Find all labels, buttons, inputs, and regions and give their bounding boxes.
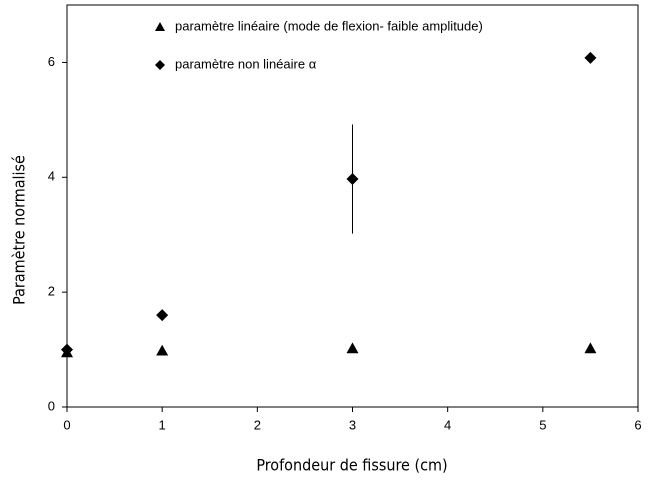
point	[346, 342, 359, 354]
x-tick-label: 5	[539, 417, 546, 432]
x-tick-label: 0	[63, 417, 70, 432]
x-tick-label: 4	[444, 417, 451, 432]
x-tick-label: 6	[634, 417, 641, 432]
x-tick-label: 1	[159, 417, 166, 432]
legend-marker	[155, 22, 165, 31]
legend-label: paramètre linéaire (mode de flexion- fai…	[175, 18, 483, 33]
point	[61, 343, 73, 356]
x-tick-label: 2	[254, 417, 261, 432]
y-tick-label: 0	[48, 398, 55, 413]
point	[584, 51, 597, 64]
y-axis-title: Paramètre normalisé	[10, 155, 29, 305]
point	[346, 173, 359, 186]
point	[584, 342, 597, 354]
point	[156, 309, 169, 322]
y-tick-label: 6	[48, 54, 55, 69]
x-axis-title: Profondeur de fissure (cm)	[256, 456, 447, 475]
x-tick-label: 3	[349, 417, 356, 432]
legend-label: paramètre non linéaire α	[175, 56, 317, 71]
legend-marker	[155, 60, 165, 70]
point	[156, 344, 169, 356]
y-tick-label: 2	[48, 284, 55, 299]
y-tick-label: 4	[48, 169, 55, 184]
